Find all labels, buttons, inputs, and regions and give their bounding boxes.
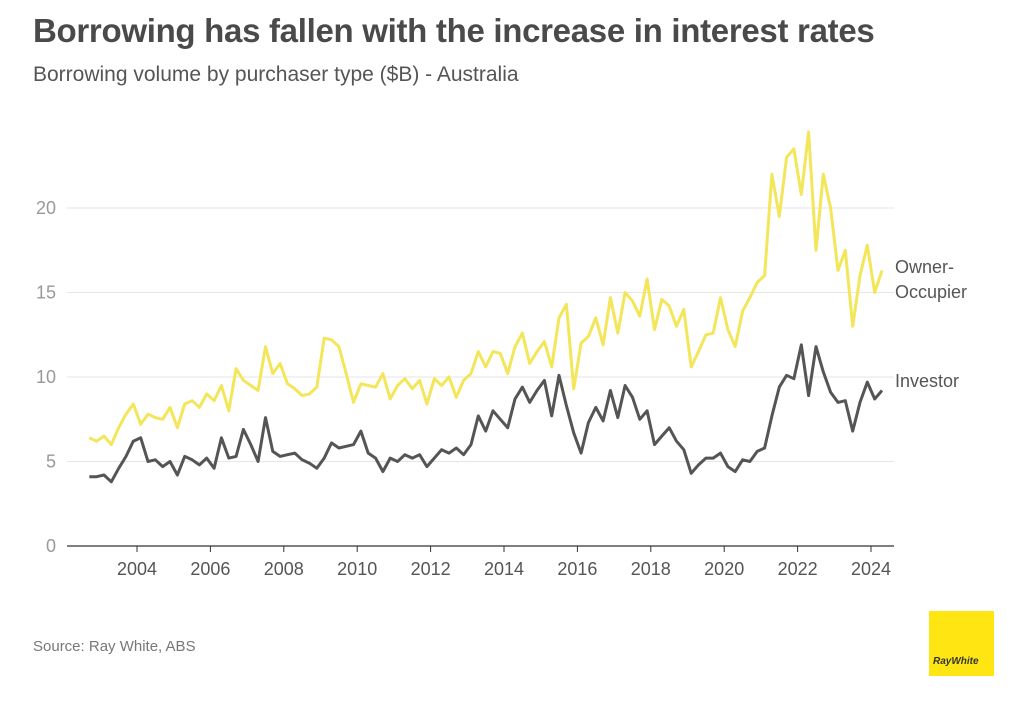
x-axis-ticks: 2004 2006 2008 2010 2012 2014 2016 2018 2020 2022… <box>117 546 891 579</box>
x-tick-label: 2006 <box>190 559 230 579</box>
source-note: Source: Ray White, ABS <box>33 638 196 655</box>
y-tick-label: 20 <box>36 198 56 218</box>
y-tick-label: 5 <box>46 452 56 472</box>
x-tick-label: 2008 <box>264 559 304 579</box>
series-lines <box>88 130 884 484</box>
chart-subtitle: Borrowing volume by purchaser type ($B) … <box>33 63 519 86</box>
y-tick-label: 10 <box>36 367 56 387</box>
x-tick-label: 2004 <box>117 559 157 579</box>
x-tick-label: 2020 <box>704 559 744 579</box>
series-line-investor <box>89 343 884 484</box>
x-tick-label: 2016 <box>557 559 597 579</box>
y-tick-label: 0 <box>46 536 56 556</box>
x-tick-label: 2014 <box>484 559 524 579</box>
label-owner-occupier: Owner-Occupier <box>895 257 967 302</box>
x-tick-label: 2018 <box>631 559 671 579</box>
x-tick-label: 2024 <box>851 559 891 579</box>
series-line-owner-occupier <box>88 130 884 447</box>
y-axis-ticks: 0 5 10 15 20 <box>36 198 56 556</box>
x-tick-label: 2012 <box>411 559 451 579</box>
chart-title: Borrowing has fallen with the increase i… <box>33 12 875 49</box>
y-tick-label: 15 <box>36 283 56 303</box>
ray-white-logo: RayWhite <box>929 611 994 676</box>
x-tick-label: 2010 <box>337 559 377 579</box>
logo-text: RayWhite <box>933 656 979 667</box>
label-investor: Investor <box>895 371 959 391</box>
series-labels: Owner-Occupier Investor <box>895 257 967 391</box>
x-tick-label: 2022 <box>778 559 818 579</box>
